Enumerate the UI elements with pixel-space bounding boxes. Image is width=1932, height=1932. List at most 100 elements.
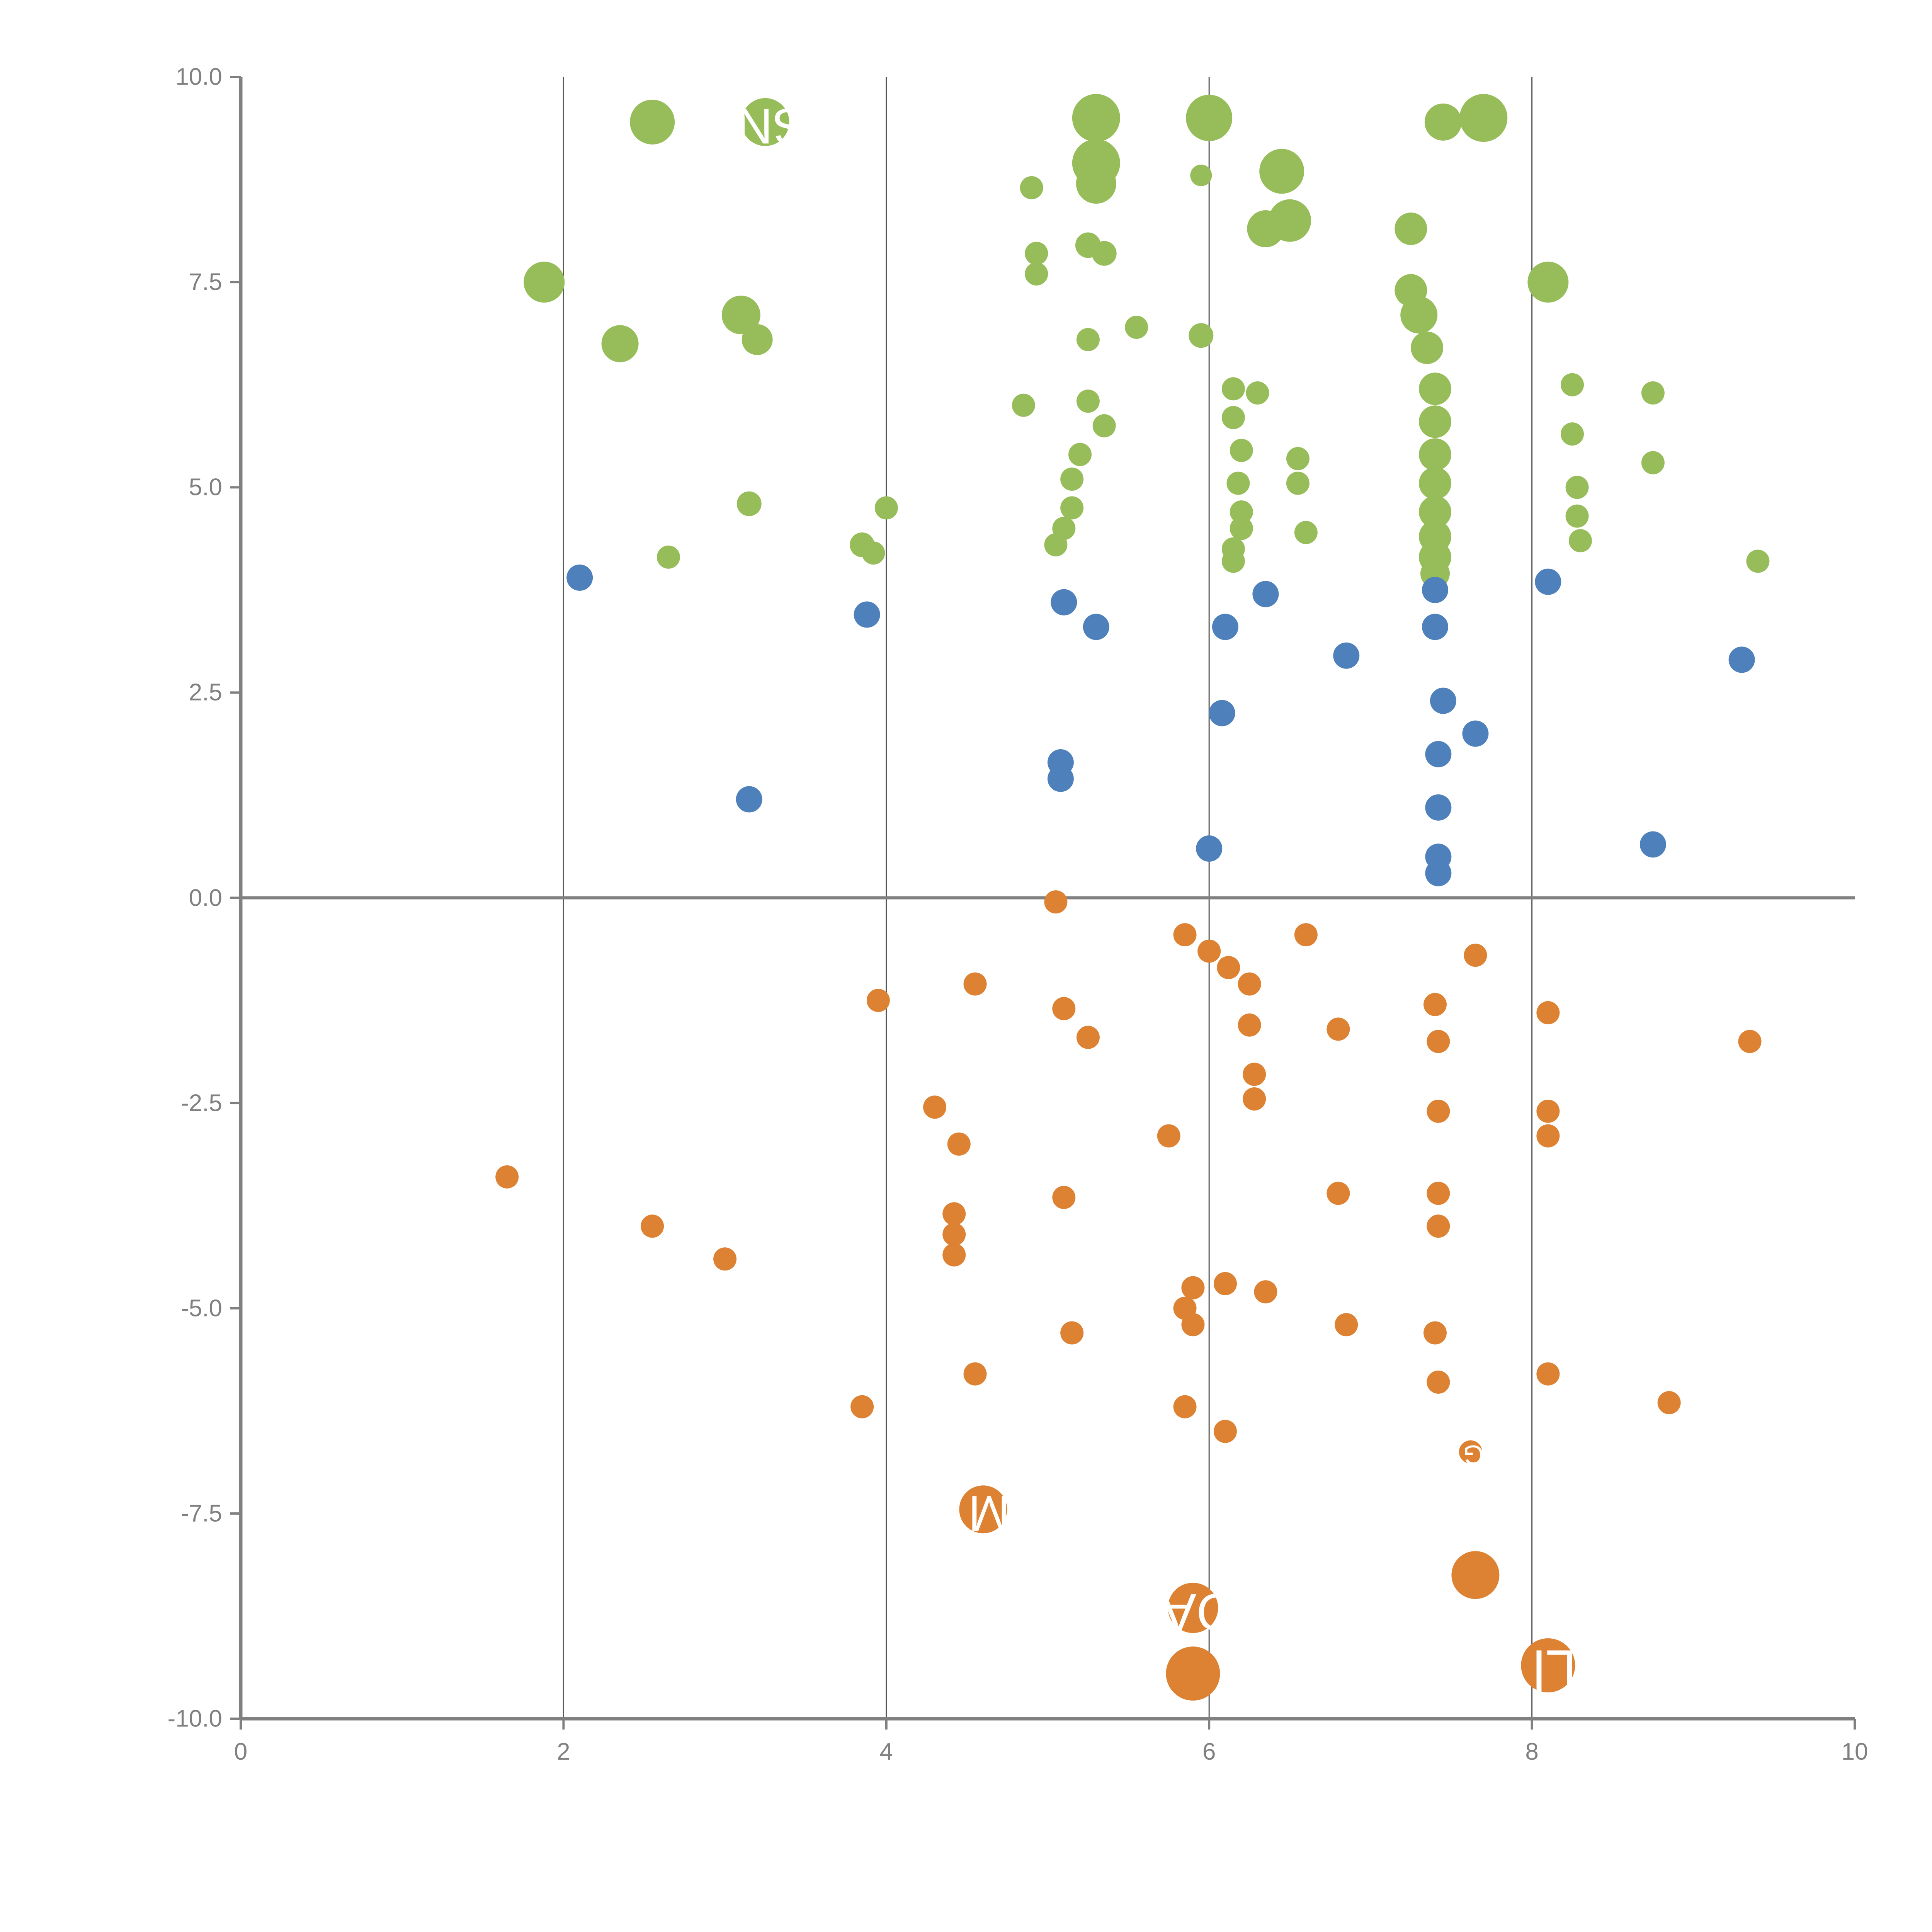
- data-point-blue[interactable]: [1535, 568, 1561, 595]
- data-point-green[interactable]: [1259, 149, 1304, 194]
- data-point-orange[interactable]: [1327, 1182, 1350, 1205]
- data-point-orange[interactable]: [495, 1165, 519, 1189]
- data-point-orange[interactable]: [641, 1214, 664, 1238]
- data-point-green[interactable]: [1247, 210, 1284, 248]
- data-point-green[interactable]: [1568, 529, 1592, 553]
- data-point-orange[interactable]: [1181, 1313, 1205, 1337]
- data-point-blue[interactable]: [1430, 687, 1456, 714]
- data-point-green[interactable]: [1286, 447, 1310, 470]
- data-point-green[interactable]: [630, 99, 675, 145]
- data-point-orange[interactable]: [1294, 923, 1318, 947]
- data-point-green[interactable]: [1561, 422, 1584, 446]
- data-point-orange[interactable]: [1044, 890, 1068, 914]
- data-point-orange[interactable]: [1254, 1280, 1277, 1304]
- data-point-green[interactable]: [742, 324, 773, 355]
- data-point-green[interactable]: [1025, 262, 1048, 286]
- data-point-blue[interactable]: [1728, 646, 1755, 673]
- data-point-green[interactable]: [1565, 476, 1589, 499]
- data-point-blue[interactable]: [1462, 720, 1489, 747]
- data-point-green[interactable]: [862, 541, 885, 565]
- data-point-orange[interactable]: [1238, 972, 1261, 996]
- data-point-orange[interactable]: [1536, 1124, 1560, 1148]
- data-point-green[interactable]: [656, 545, 680, 569]
- data-point-orange[interactable]: [1536, 1362, 1560, 1386]
- data-point-green[interactable]: [1459, 94, 1508, 142]
- data-point-blue[interactable]: [1333, 642, 1360, 669]
- data-point-green[interactable]: [1221, 406, 1245, 429]
- data-point-orange[interactable]: [1536, 1001, 1560, 1024]
- data-point-green[interactable]: [1092, 414, 1116, 437]
- data-point-blue[interactable]: [1196, 835, 1223, 862]
- data-point-orange[interactable]: [1157, 1124, 1180, 1148]
- data-point-orange[interactable]: [942, 1223, 966, 1246]
- data-point-green[interactable]: [1418, 495, 1451, 528]
- data-point-green[interactable]: [1286, 471, 1310, 495]
- data-point-blue[interactable]: [1425, 860, 1452, 886]
- data-point-orange[interactable]: [1657, 1391, 1681, 1415]
- data-point-blue[interactable]: [854, 601, 880, 628]
- data-point-green[interactable]: [1025, 242, 1048, 265]
- data-point-orange[interactable]: [1423, 993, 1447, 1016]
- data-point-green[interactable]: [1076, 328, 1100, 351]
- data-point-green[interactable]: [1044, 533, 1068, 556]
- data-point-orange[interactable]: [1181, 1276, 1205, 1299]
- data-point-green[interactable]: [1076, 389, 1100, 413]
- data-point-blue[interactable]: [736, 786, 762, 813]
- data-point-green[interactable]: [1565, 504, 1589, 528]
- data-point-green[interactable]: [1076, 163, 1116, 204]
- data-point-orange[interactable]: [866, 989, 890, 1012]
- data-point-orange[interactable]: [1173, 923, 1197, 947]
- data-point-orange[interactable]: [947, 1132, 971, 1156]
- data-point-blue[interactable]: [566, 564, 593, 591]
- data-point-orange[interactable]: [959, 1485, 1007, 1534]
- data-point-orange[interactable]: [1197, 939, 1221, 963]
- data-point-green[interactable]: [1125, 315, 1148, 339]
- data-point-orange[interactable]: [1427, 1214, 1450, 1238]
- data-point-blue[interactable]: [1639, 831, 1666, 858]
- data-point-orange[interactable]: [1335, 1313, 1358, 1337]
- data-point-orange[interactable]: [1451, 1551, 1500, 1599]
- data-point-orange[interactable]: [1243, 1063, 1266, 1086]
- data-point-blue[interactable]: [1422, 614, 1448, 640]
- data-point-orange[interactable]: [1168, 1583, 1218, 1633]
- data-point-orange[interactable]: [1738, 1030, 1762, 1053]
- data-point-orange[interactable]: [1052, 1185, 1076, 1209]
- data-point-blue[interactable]: [1209, 700, 1235, 726]
- data-point-green[interactable]: [1294, 521, 1318, 544]
- data-point-green[interactable]: [1190, 164, 1212, 186]
- data-point-green[interactable]: [1020, 176, 1043, 199]
- data-point-green[interactable]: [1060, 468, 1084, 491]
- data-point-green[interactable]: [1221, 377, 1245, 401]
- data-point-green[interactable]: [874, 496, 898, 520]
- data-point-green[interactable]: [524, 262, 565, 303]
- data-point-green[interactable]: [1418, 405, 1451, 438]
- data-point-blue[interactable]: [1083, 614, 1109, 640]
- data-point-orange[interactable]: [1076, 1026, 1100, 1049]
- data-point-orange[interactable]: [1166, 1646, 1220, 1701]
- data-point-orange[interactable]: [1427, 1099, 1450, 1123]
- data-point-orange[interactable]: [1423, 1321, 1447, 1345]
- data-point-orange[interactable]: [963, 1362, 987, 1386]
- data-point-green[interactable]: [1068, 443, 1092, 466]
- data-point-green[interactable]: [1641, 451, 1665, 474]
- data-point-orange[interactable]: [1427, 1030, 1450, 1053]
- data-point-green[interactable]: [1424, 103, 1462, 141]
- data-point-green[interactable]: [1641, 381, 1665, 405]
- data-point-green[interactable]: [1418, 372, 1451, 405]
- data-point-orange[interactable]: [1213, 1272, 1237, 1296]
- data-point-blue[interactable]: [1425, 741, 1452, 767]
- data-point-green[interactable]: [1746, 549, 1770, 573]
- data-point-blue[interactable]: [1425, 794, 1452, 821]
- data-point-green[interactable]: [1395, 213, 1427, 245]
- data-point-green[interactable]: [721, 296, 760, 335]
- data-point-orange[interactable]: [1243, 1087, 1266, 1111]
- data-point-green[interactable]: [1411, 332, 1444, 364]
- data-point-orange[interactable]: [1521, 1638, 1575, 1692]
- data-point-orange[interactable]: [1459, 1440, 1482, 1464]
- data-point-green[interactable]: [1092, 241, 1117, 266]
- data-point-green[interactable]: [1230, 439, 1253, 462]
- data-points-group[interactable]: SN G M OA Ll: [495, 94, 1770, 1701]
- data-point-orange[interactable]: [1060, 1321, 1084, 1345]
- data-point-green[interactable]: [1230, 500, 1253, 524]
- data-point-green[interactable]: [1221, 549, 1245, 573]
